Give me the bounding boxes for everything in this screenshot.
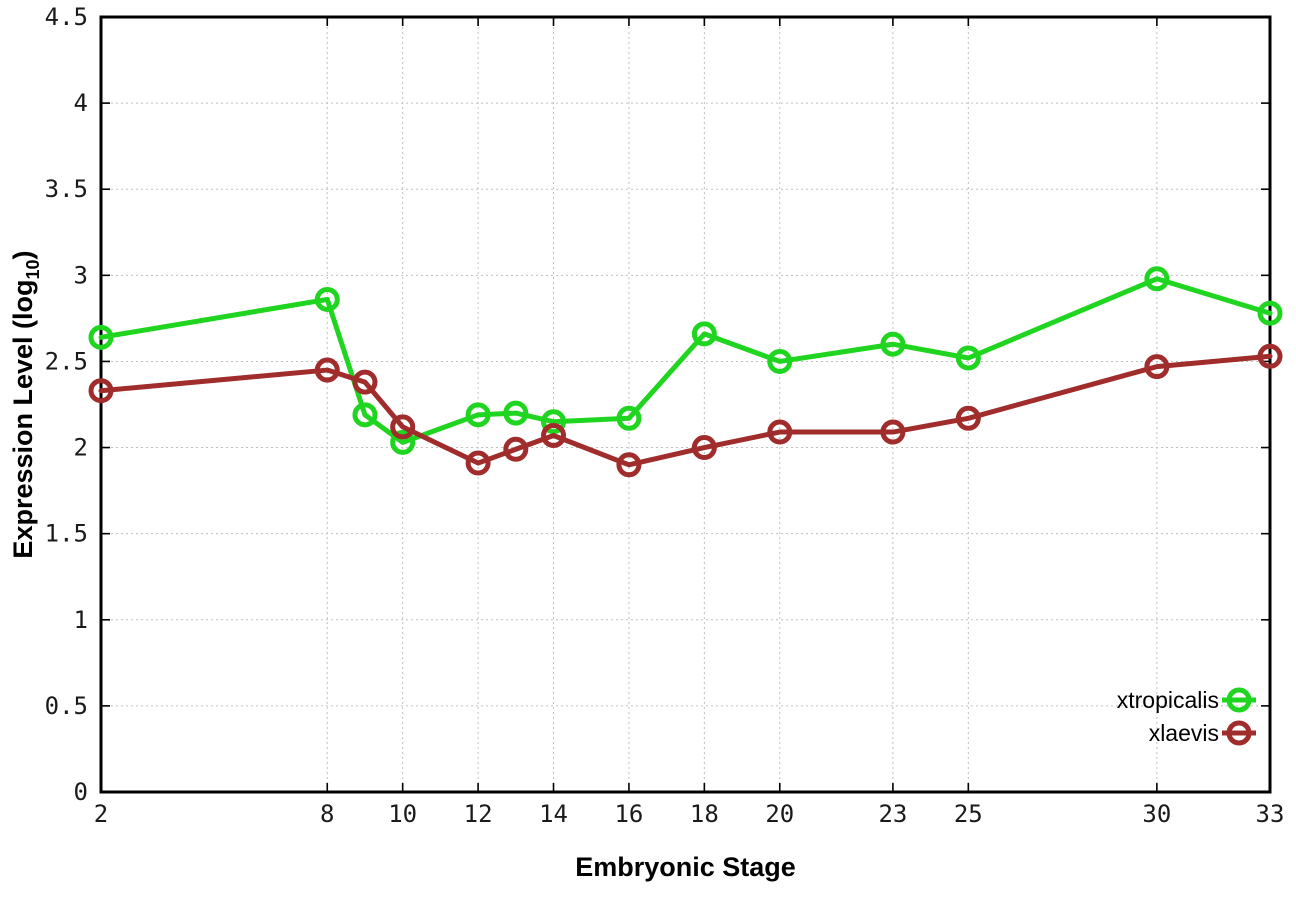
x-tick-label: 18 <box>690 800 719 828</box>
y-tick-label: 0.5 <box>45 692 88 720</box>
xtropicalis-marker <box>880 331 906 357</box>
y-tick-label: 4 <box>74 89 88 117</box>
legend-label-xtropicalis: xtropicalis <box>1117 687 1219 713</box>
y-tick-label: 3 <box>74 261 88 289</box>
xlaevis-marker <box>1257 343 1283 369</box>
axis-ticks <box>100 16 1271 793</box>
xtropicalis-marker <box>503 400 529 426</box>
y-tick-label: 0 <box>74 778 88 806</box>
x-tick-label: 16 <box>614 800 643 828</box>
grid-lines <box>101 17 1270 792</box>
xtropicalis-marker <box>767 348 793 374</box>
x-axis-title: Embryonic Stage <box>575 852 796 882</box>
y-tick-labels: 0 0.5 1 1.5 2 2.5 3 3.5 4 4.5 <box>45 3 88 806</box>
legend-entry-xtropicalis: xtropicalis <box>1117 687 1256 713</box>
y-tick-label: 3.5 <box>45 175 88 203</box>
legend-label-xlaevis: xlaevis <box>1149 720 1219 746</box>
xlaevis-marker <box>352 369 378 395</box>
xlaevis-marker <box>390 414 416 440</box>
xlaevis-marker <box>541 423 567 448</box>
y-tick-label: 2.5 <box>45 347 88 375</box>
xtropicalis-marker <box>1257 300 1283 326</box>
x-tick-label: 8 <box>320 800 334 828</box>
xlaevis-marker <box>1144 354 1170 380</box>
y-tick-label: 1.5 <box>45 520 88 548</box>
xtropicalis-marker <box>691 321 717 347</box>
x-tick-label: 10 <box>388 800 417 828</box>
xlaevis-legend-marker <box>1226 720 1252 746</box>
xtropicalis-marker <box>465 402 491 428</box>
xtropicalis-marker <box>88 324 114 350</box>
series-xtropicalis <box>88 266 1283 455</box>
y-tick-label: 1 <box>74 606 88 634</box>
xlaevis-marker <box>880 419 906 445</box>
y-axis-title: Expression Level (log10) <box>8 250 43 558</box>
xtropicalis-marker <box>390 429 416 455</box>
series-xlaevis <box>88 343 1283 478</box>
xlaevis-marker <box>955 405 981 431</box>
xlaevis-marker <box>691 435 717 461</box>
xlaevis-marker <box>616 452 642 478</box>
legend-entry-xlaevis: xlaevis <box>1149 720 1256 746</box>
xlaevis-marker <box>314 357 340 383</box>
x-tick-label: 12 <box>464 800 493 828</box>
xtropicalis-marker <box>314 286 340 312</box>
xtropicalis-marker <box>352 402 378 428</box>
xtropicalis-legend-marker <box>1226 687 1252 713</box>
xlaevis-marker <box>88 378 114 404</box>
y-tick-label: 2 <box>74 434 88 462</box>
y-tick-label: 4.5 <box>45 3 88 31</box>
xlaevis-marker <box>767 419 793 445</box>
xlaevis-marker <box>503 436 529 462</box>
xlaevis-marker <box>465 450 491 476</box>
plot-border <box>99 15 1272 794</box>
xtropicalis-marker <box>616 405 642 431</box>
legend: xtropicalis xlaevis <box>1117 687 1256 746</box>
x-tick-label: 2 <box>94 800 108 828</box>
x-tick-label: 20 <box>765 800 794 828</box>
x-tick-label: 14 <box>539 800 568 828</box>
x-tick-label: 23 <box>878 800 907 828</box>
x-tick-labels: 2 8 10 12 14 16 18 20 23 25 30 33 <box>94 800 1285 828</box>
x-tick-label: 30 <box>1142 800 1171 828</box>
xtropicalis-marker <box>1144 266 1170 292</box>
xtropicalis-marker <box>541 409 567 435</box>
xtropicalis-marker <box>955 345 981 371</box>
x-tick-label: 25 <box>954 800 983 828</box>
x-tick-label: 33 <box>1256 800 1285 828</box>
